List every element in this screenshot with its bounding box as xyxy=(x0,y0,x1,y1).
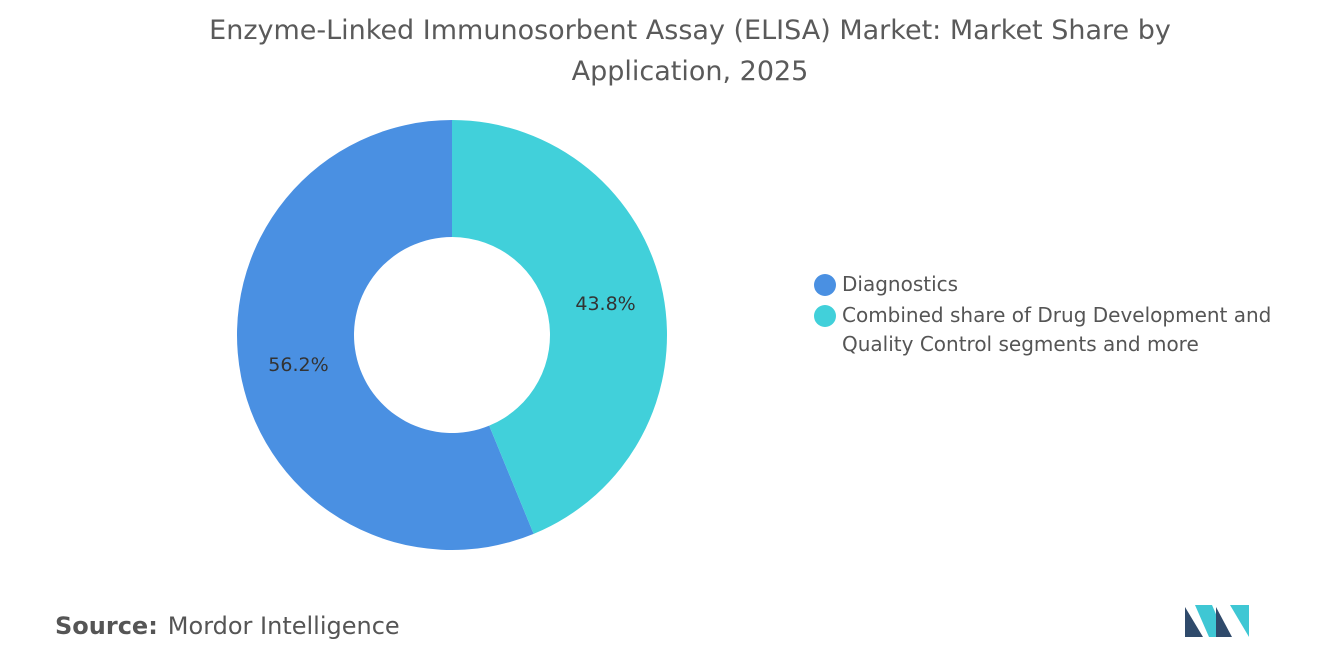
slice xyxy=(452,120,668,534)
legend-swatch xyxy=(814,305,836,327)
slice xyxy=(237,120,534,550)
legend-item: Diagnostics xyxy=(814,270,1284,299)
value-label: 43.8% xyxy=(575,293,635,315)
legend-item: Combined share of Drug Development and Q… xyxy=(814,301,1284,359)
source: Source: Mordor Intelligence xyxy=(55,612,400,640)
legend-label: Diagnostics xyxy=(842,272,959,296)
source-text: Mordor Intelligence xyxy=(167,612,400,640)
value-label: 56.2% xyxy=(268,354,328,376)
source-label: Source: xyxy=(55,612,158,640)
legend-label: Combined share of Drug Development and Q… xyxy=(842,303,1272,356)
logo xyxy=(1185,605,1249,637)
legend-swatch xyxy=(814,274,836,296)
legend: Diagnostics Combined share of Drug Develo… xyxy=(814,270,1284,361)
chart-title: Enzyme-Linked Immunosorbent Assay (ELISA… xyxy=(209,15,1171,87)
